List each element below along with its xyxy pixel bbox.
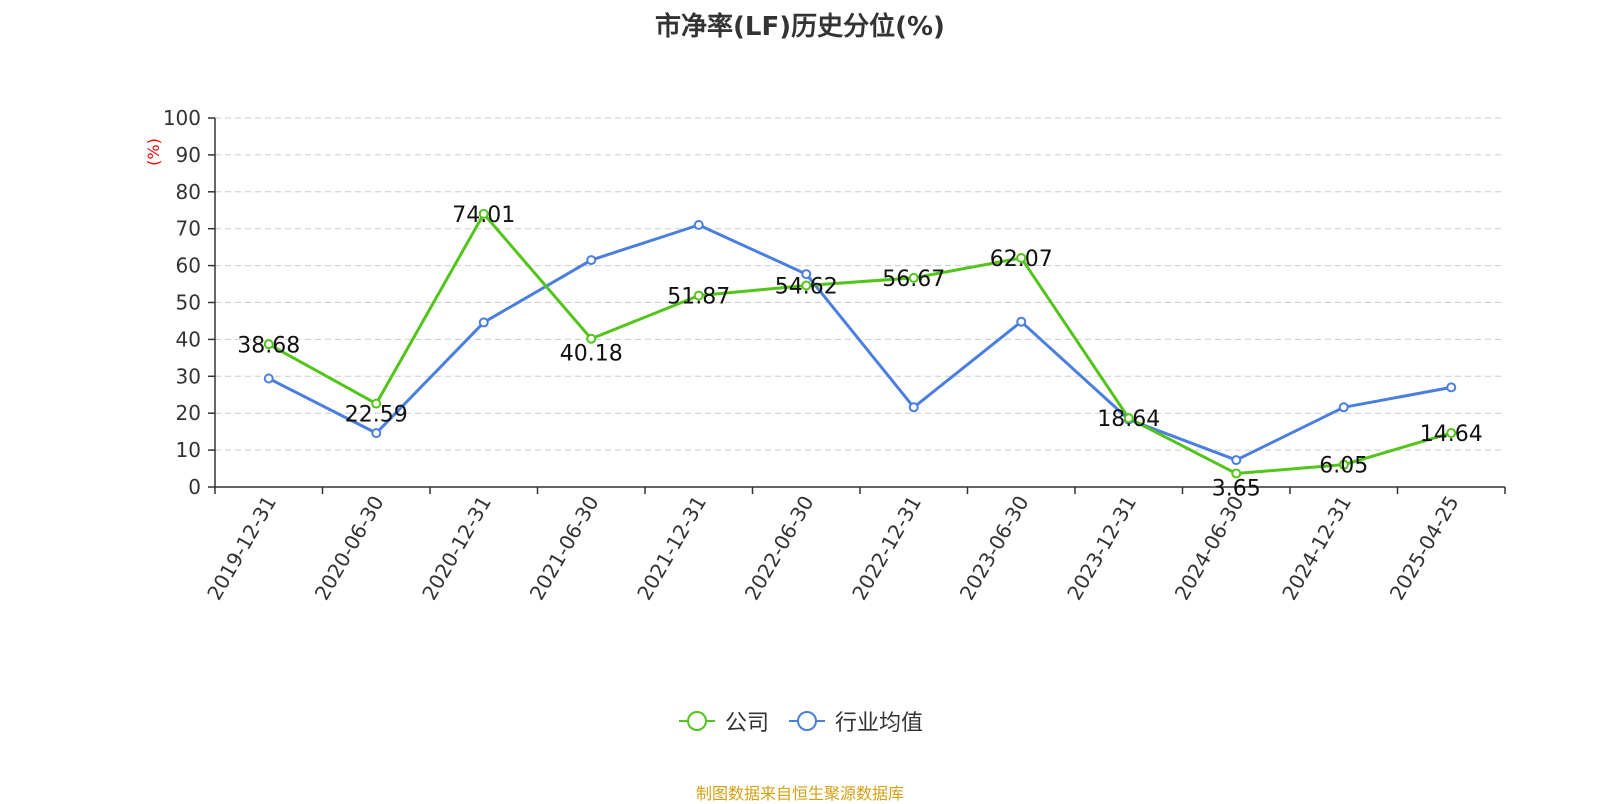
y-tick-label: 60 bbox=[176, 254, 201, 278]
y-tick-label: 20 bbox=[176, 401, 201, 425]
x-tick-label: 2020-12-31 bbox=[417, 492, 496, 605]
data-point-1 bbox=[1446, 382, 1457, 393]
data-point-0 bbox=[1123, 413, 1134, 424]
data-point-1 bbox=[263, 373, 274, 384]
y-tick-label: 70 bbox=[176, 217, 201, 241]
data-point-1 bbox=[1016, 316, 1027, 327]
data-label: 38.68 bbox=[237, 333, 300, 358]
data-label: 56.67 bbox=[882, 267, 945, 292]
data-label: 62.07 bbox=[990, 247, 1053, 272]
data-point-1 bbox=[586, 255, 597, 266]
data-point-0 bbox=[586, 333, 597, 344]
data-point-1 bbox=[478, 317, 489, 328]
data-point-1 bbox=[1231, 455, 1242, 466]
data-point-0 bbox=[478, 208, 489, 219]
x-tick-label: 2019-12-31 bbox=[202, 492, 281, 605]
legend: 公司 行业均值 bbox=[0, 705, 1600, 737]
data-point-1 bbox=[908, 402, 919, 413]
data-point-0 bbox=[801, 280, 812, 291]
y-axis-label: (%) bbox=[144, 138, 163, 166]
x-tick-label: 2021-12-31 bbox=[632, 492, 711, 605]
series-line-1 bbox=[268, 223, 1452, 462]
data-label: 40.18 bbox=[560, 342, 623, 367]
y-tick-label: 90 bbox=[176, 143, 201, 167]
legend-line-industry-icon bbox=[789, 711, 825, 731]
data-point-0 bbox=[693, 290, 704, 301]
x-tick-label: 2022-12-31 bbox=[847, 492, 926, 605]
data-point-1 bbox=[1338, 402, 1349, 413]
x-tick-label: 2024-12-31 bbox=[1277, 492, 1356, 605]
y-tick-label: 80 bbox=[176, 180, 201, 204]
y-tick-label: 10 bbox=[176, 438, 201, 462]
data-label: 54.62 bbox=[775, 274, 838, 299]
legend-item-company[interactable]: 公司 bbox=[677, 705, 769, 737]
chart-title: 市净率(LF)历史分位(%) bbox=[655, 12, 945, 42]
data-label: 18.64 bbox=[1097, 407, 1160, 432]
x-tick-label: 2023-06-30 bbox=[955, 492, 1034, 605]
y-tick-label: 30 bbox=[176, 364, 201, 388]
data-label: 14.64 bbox=[1420, 422, 1483, 447]
legend-label-company: 公司 bbox=[724, 711, 769, 736]
legend-label-industry: 行业均值 bbox=[835, 711, 924, 736]
x-tick-label: 2025-04-25 bbox=[1385, 492, 1464, 605]
legend-item-industry[interactable]: 行业均值 bbox=[787, 705, 923, 737]
data-label: 6.05 bbox=[1319, 454, 1368, 479]
series-line-0 bbox=[268, 212, 1452, 476]
y-tick-label: 0 bbox=[188, 475, 201, 499]
x-tick-label: 2020-06-30 bbox=[310, 492, 389, 605]
data-point-0 bbox=[371, 398, 382, 409]
data-label: 74.01 bbox=[452, 203, 515, 228]
data-point-0 bbox=[1016, 252, 1027, 263]
data-label: 51.87 bbox=[667, 285, 730, 310]
y-tick-label: 40 bbox=[176, 327, 201, 351]
x-tick-label: 2021-06-30 bbox=[525, 492, 604, 605]
x-tick-label: 2024-06-30 bbox=[1170, 492, 1249, 605]
data-point-0 bbox=[1446, 427, 1457, 438]
legend-line-company-icon bbox=[678, 711, 715, 731]
data-point-1 bbox=[693, 220, 704, 231]
y-tick-label: 100 bbox=[163, 106, 201, 130]
y-tick-label: 50 bbox=[176, 291, 201, 315]
data-point-0 bbox=[1338, 459, 1349, 470]
data-label: 22.59 bbox=[345, 403, 408, 428]
data-point-1 bbox=[371, 428, 382, 439]
data-label: 3.65 bbox=[1212, 477, 1261, 502]
x-tick-label: 2022-06-30 bbox=[740, 492, 819, 605]
source-note: 制图数据来自恒生聚源数据库 bbox=[695, 784, 904, 803]
data-point-1 bbox=[801, 269, 812, 280]
data-point-0 bbox=[908, 272, 919, 283]
x-tick-label: 2023-12-31 bbox=[1062, 492, 1141, 605]
data-point-0 bbox=[263, 339, 274, 350]
data-point-0 bbox=[1231, 468, 1242, 479]
